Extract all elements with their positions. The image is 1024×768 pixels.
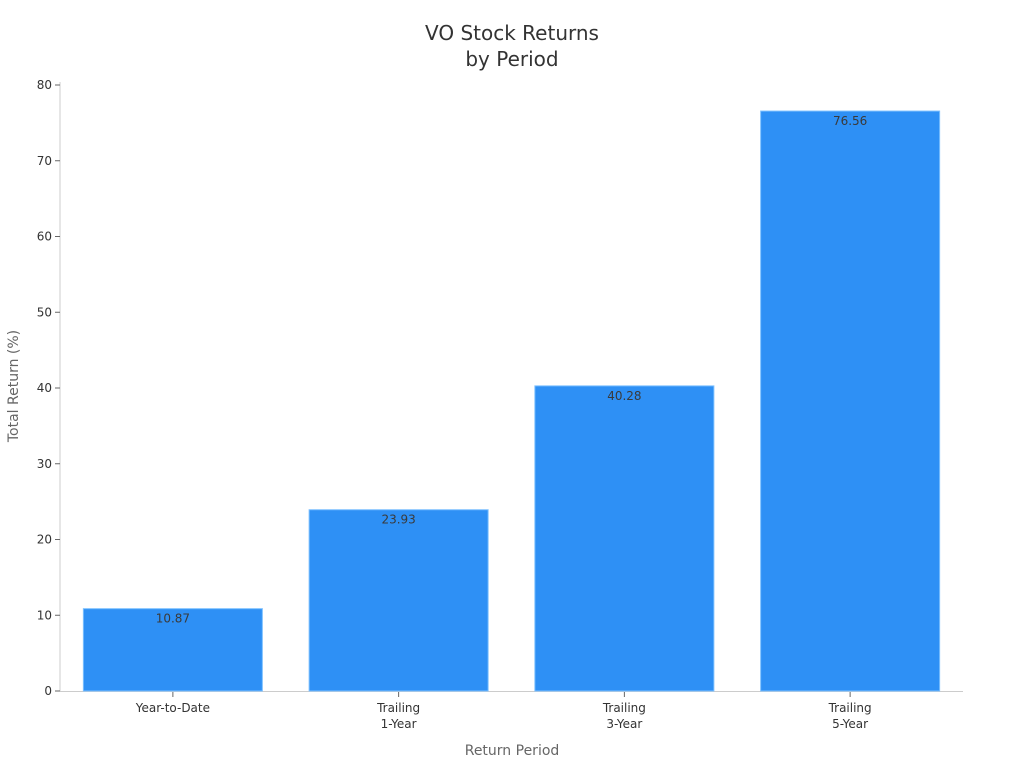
- y-tick-label: 30: [37, 457, 52, 471]
- y-tick-label: 40: [37, 381, 52, 395]
- bar-rect: [308, 509, 489, 692]
- y-tick-label: 70: [37, 154, 52, 168]
- bar-rect: [534, 385, 715, 692]
- x-tick-label: 1-Year: [381, 717, 417, 731]
- y-tick-label: 10: [37, 608, 52, 622]
- bar-value-label: 10.87: [156, 612, 190, 626]
- y-tick-label: 0: [44, 684, 52, 698]
- bar-value-label: 40.28: [607, 389, 641, 403]
- bar: 23.93: [308, 509, 489, 692]
- x-tick-label: Year-to-Date: [135, 701, 210, 715]
- y-tick-label: 60: [37, 230, 52, 244]
- x-tick-label: Trailing: [602, 701, 646, 715]
- bar-rect: [760, 110, 941, 692]
- x-tick-label: Trailing: [376, 701, 420, 715]
- bar: 10.87: [82, 608, 263, 692]
- y-axis-title: Total Return (%): [6, 330, 22, 443]
- x-axis: Year-to-Date Trailing 1-Year Trailing 3-Year…: [60, 691, 963, 731]
- x-tick-label: Trailing: [828, 701, 872, 715]
- bar-value-label: 76.56: [833, 114, 867, 128]
- x-tick-label: 5-Year: [832, 717, 868, 731]
- y-tick-label: 80: [37, 78, 52, 92]
- bars: 10.87 23.93 40.28 76.56: [82, 110, 941, 692]
- bar-rect: [82, 608, 263, 692]
- x-tick-label: 3-Year: [606, 717, 642, 731]
- y-tick-label: 20: [37, 533, 52, 547]
- y-tick-label: 50: [37, 305, 52, 319]
- y-axis: 0 10 20 30 40 50 60 70 80: [37, 78, 61, 698]
- chart-title-line: by Period: [465, 47, 558, 71]
- bar-value-label: 23.93: [381, 513, 415, 527]
- bar: 40.28: [534, 385, 715, 692]
- chart-title-line: VO Stock Returns: [425, 21, 599, 45]
- bar: 76.56: [760, 110, 941, 692]
- x-axis-title: Return Period: [465, 743, 560, 759]
